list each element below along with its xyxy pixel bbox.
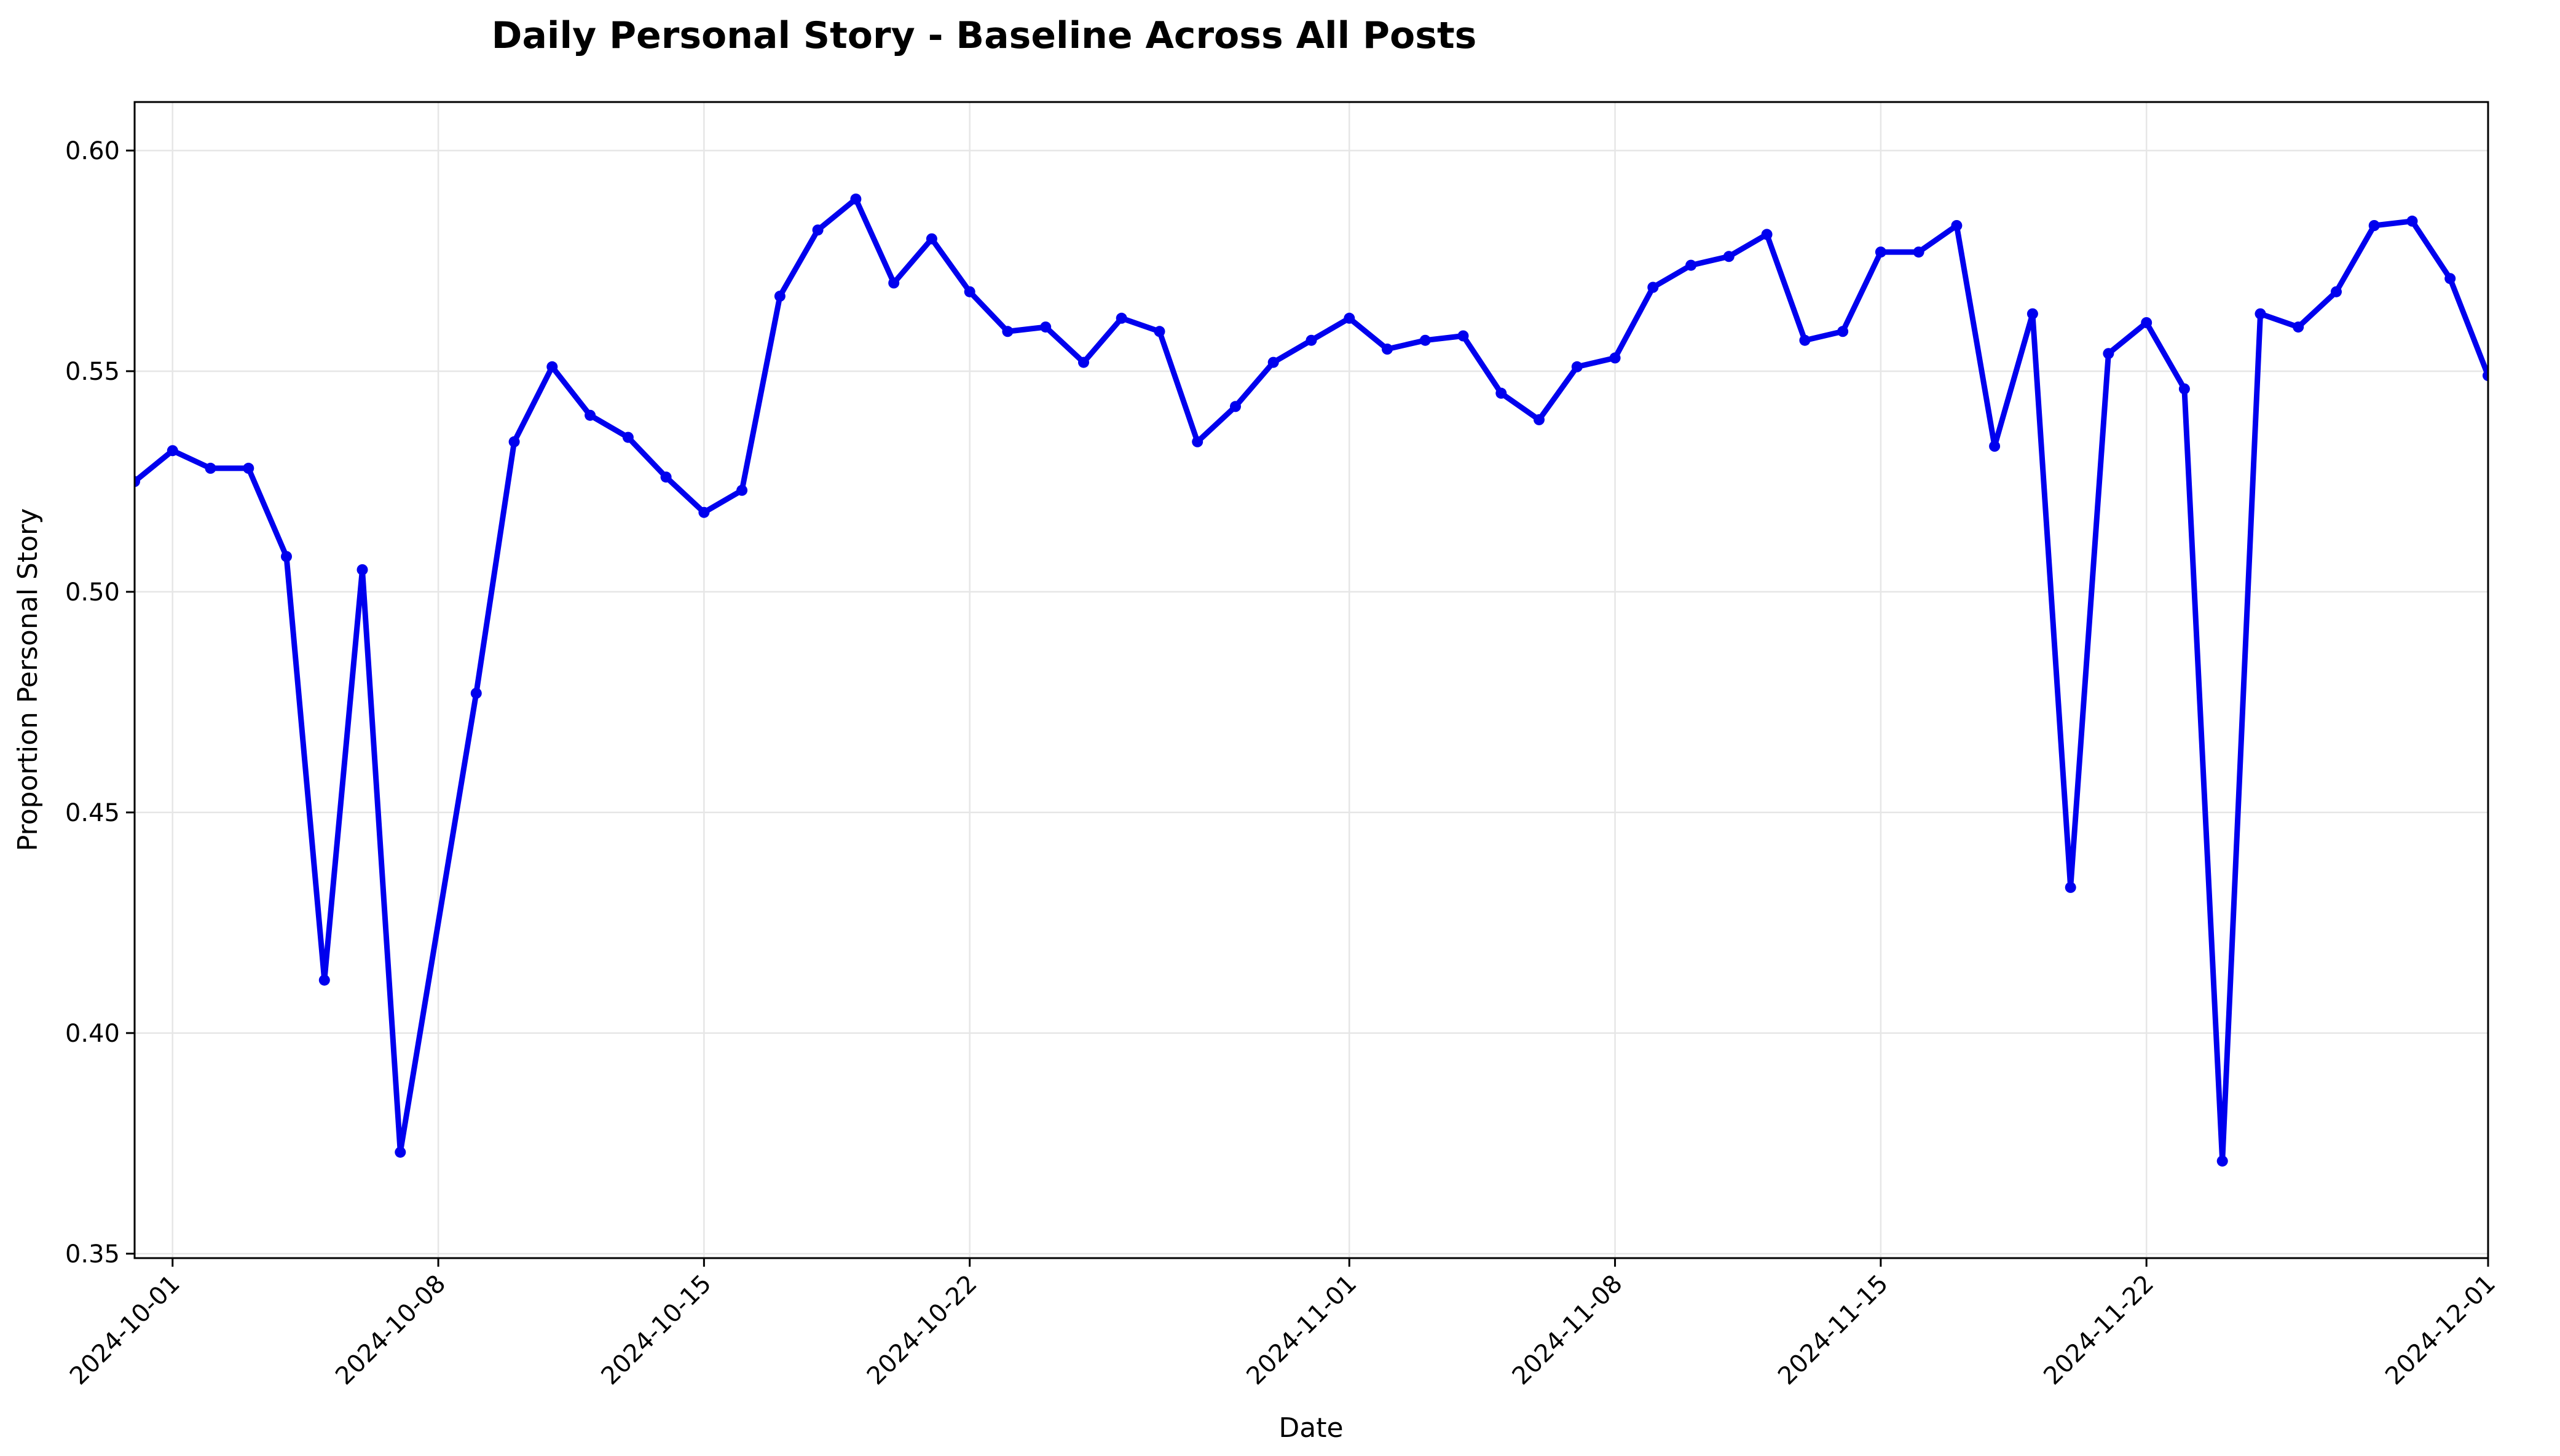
data-point	[1685, 259, 1697, 271]
data-point	[1344, 312, 1355, 324]
y-tick-label: 0.60	[65, 137, 120, 165]
data-point	[1951, 220, 1963, 231]
data-point	[281, 551, 292, 562]
grid	[135, 102, 2489, 1258]
data-point	[1419, 334, 1431, 346]
data-point	[395, 1146, 406, 1158]
data-point	[1116, 312, 1127, 324]
data-point	[774, 290, 786, 302]
data-point	[1647, 281, 1659, 293]
plot-area-frame	[133, 101, 2489, 1259]
y-tick-label: 0.45	[65, 799, 120, 827]
data-point	[508, 436, 520, 447]
data-point	[2255, 308, 2266, 320]
data-point	[2293, 321, 2304, 333]
data-point	[356, 564, 368, 575]
data-point	[546, 361, 558, 372]
data-point	[243, 462, 254, 474]
data-point	[812, 224, 824, 236]
data-point	[926, 233, 937, 245]
data-point	[1723, 251, 1735, 262]
data-point	[1078, 356, 1089, 368]
chart-title: Daily Personal Story - Baseline Across A…	[492, 14, 1477, 57]
data-point	[2026, 308, 2038, 320]
data-point	[1609, 352, 1621, 364]
data-point	[1534, 414, 1545, 425]
data-point	[1040, 321, 1052, 333]
series-markers	[135, 193, 2488, 1167]
data-point	[1230, 401, 1241, 412]
data-point	[850, 193, 862, 205]
data-point	[1306, 334, 1317, 346]
data-point	[1571, 361, 1583, 372]
data-point	[1989, 441, 2001, 452]
data-point	[1154, 326, 1165, 337]
data-point	[1799, 334, 1811, 346]
data-point	[1192, 436, 1203, 447]
data-point	[2178, 383, 2190, 395]
data-point	[167, 445, 178, 457]
data-point	[585, 409, 596, 421]
data-point	[698, 506, 710, 518]
data-point	[1913, 246, 1924, 258]
y-tick-label: 0.35	[65, 1240, 120, 1269]
x-axis-label: Date	[1278, 1412, 1343, 1444]
data-point	[2331, 286, 2342, 297]
data-point	[2368, 220, 2380, 231]
y-tick-label: 0.55	[65, 358, 120, 386]
data-point	[1457, 330, 1469, 342]
data-point	[2444, 273, 2456, 285]
data-point	[135, 476, 140, 487]
data-point	[1267, 356, 1279, 368]
y-tick-label: 0.50	[65, 578, 120, 607]
series-line	[135, 196, 2488, 1164]
data-point	[622, 431, 634, 443]
data-point	[1382, 344, 1393, 355]
y-axis-ticks: 0.35 0.40 0.45 0.50 0.55 0.60	[65, 137, 135, 1269]
data-point	[2141, 317, 2152, 328]
data-point	[2216, 1155, 2228, 1167]
data-point	[888, 277, 900, 289]
data-point	[2483, 370, 2488, 382]
data-point	[1875, 246, 1886, 258]
data-point	[2065, 881, 2076, 893]
data-point	[2103, 348, 2114, 360]
data-point	[2406, 215, 2418, 227]
series-line-path	[135, 196, 2488, 1164]
data-point	[318, 974, 330, 986]
data-point	[470, 688, 482, 699]
y-tick-label: 0.40	[65, 1020, 120, 1048]
data-point	[1002, 326, 1014, 337]
data-point	[1761, 229, 1773, 240]
y-axis-label: Proportion Personal Story	[12, 508, 44, 851]
data-point	[1837, 326, 1849, 337]
data-point	[660, 471, 672, 483]
data-point	[1495, 387, 1507, 399]
data-point	[964, 286, 975, 297]
data-point	[205, 462, 216, 474]
data-point	[736, 484, 748, 496]
